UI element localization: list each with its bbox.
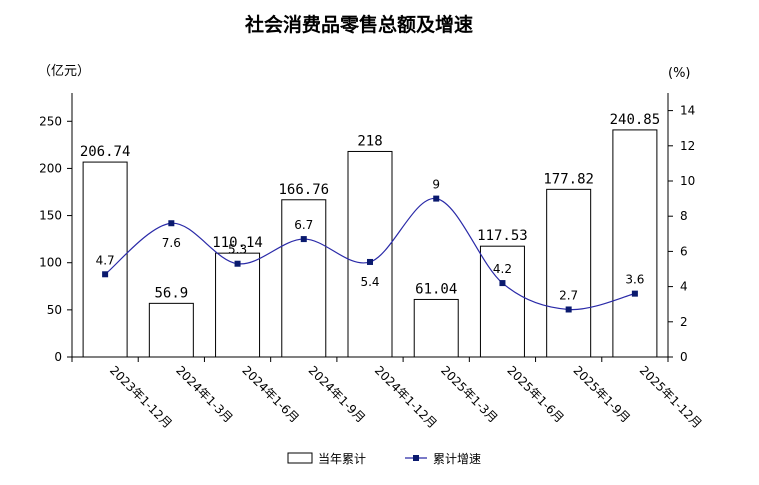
legend-line-marker: [413, 455, 419, 461]
bar: [347, 150, 393, 358]
growth-value-label: 5.3: [228, 243, 247, 257]
growth-point: [631, 290, 638, 297]
bar-value-label: 56.9: [154, 285, 188, 301]
growth-point: [234, 260, 241, 267]
bar-series: [82, 129, 658, 358]
y-left-tick-label: 100: [39, 256, 62, 270]
bar-value-label: 177.82: [543, 171, 594, 187]
bar-value-label: 61.04: [415, 281, 457, 297]
growth-point: [367, 258, 373, 265]
y-right-tick-label: 10: [680, 174, 695, 188]
y-right-tick-label: 6: [680, 244, 688, 258]
y-right-tick-label: 4: [680, 280, 688, 294]
y-left-tick-label: 0: [54, 350, 62, 364]
growth-point: [433, 195, 440, 202]
legend-bar-label: 当年累计: [318, 452, 366, 466]
data-labels: 206.74 56.9 110.14 166.76 218 61.04 117.53 177.…: [80, 112, 660, 303]
growth-value-label: 4.2: [493, 262, 512, 276]
x-tick-label: 2025年1-6月: [504, 363, 566, 425]
x-tick-label: 2024年1-12月: [372, 363, 440, 431]
y-axis-right-unit: (%): [668, 66, 691, 81]
bar: [281, 199, 327, 358]
y-left-tick-label: 200: [39, 161, 62, 175]
growth-value-label: 4.7: [96, 253, 115, 267]
y-right-tick-label: 14: [680, 104, 695, 118]
bar: [546, 188, 592, 358]
bar-value-label: 218: [357, 133, 382, 149]
x-tick-label: 2024年1-9月: [306, 363, 368, 425]
growth-value-label: 5.4: [360, 275, 379, 289]
y-left-tick-label: 150: [39, 209, 62, 223]
bar-value-label: 206.74: [80, 144, 131, 160]
growth-point: [565, 306, 572, 313]
x-tick-label: 2025年1-9月: [571, 363, 633, 425]
bar-value-label: 240.85: [610, 112, 661, 128]
growth-point: [168, 220, 175, 227]
y-right-tick-label: 12: [680, 139, 695, 153]
bar-value-label: 117.53: [477, 228, 528, 244]
x-tick-label: 2024年1-3月: [173, 363, 235, 425]
bar: [148, 302, 194, 358]
growth-point: [499, 280, 506, 287]
y-right-tick-label: 2: [680, 315, 688, 329]
bar: [612, 129, 658, 358]
bar-value-label: 166.76: [278, 182, 329, 198]
y-right-tick-label: 8: [680, 209, 688, 223]
growth-point: [300, 236, 307, 243]
y-right-tick-label: 0: [680, 350, 688, 364]
growth-value-label: 7.6: [162, 236, 181, 250]
legend: 当年累计 累计增速: [287, 452, 481, 466]
x-tick-label: 2025年1-12月: [637, 363, 705, 431]
legend-bar-swatch: [287, 452, 313, 464]
growth-value-label: 3.6: [625, 273, 644, 287]
bar: [215, 252, 261, 358]
x-tick-label: 2025年1-3月: [438, 363, 500, 425]
legend-line-label: 累计增速: [433, 452, 481, 466]
chart-title: 社会消费品零售总额及增速: [244, 13, 473, 36]
bar-value-label: 110.14: [212, 235, 263, 251]
growth-value-label: 6.7: [294, 218, 313, 232]
y-axis-left-unit: （亿元）: [38, 64, 90, 79]
y-left-tick-label: 250: [39, 114, 62, 128]
x-tick-label: 2023年1-12月: [107, 363, 175, 431]
growth-point: [102, 271, 109, 278]
x-tick-label: 2024年1-6月: [239, 363, 301, 425]
line-series: [102, 195, 638, 313]
growth-value-label: 2.7: [559, 288, 578, 302]
bar: [413, 298, 459, 358]
growth-value-label: 9: [432, 178, 440, 192]
y-left-tick-label: 50: [47, 303, 62, 317]
